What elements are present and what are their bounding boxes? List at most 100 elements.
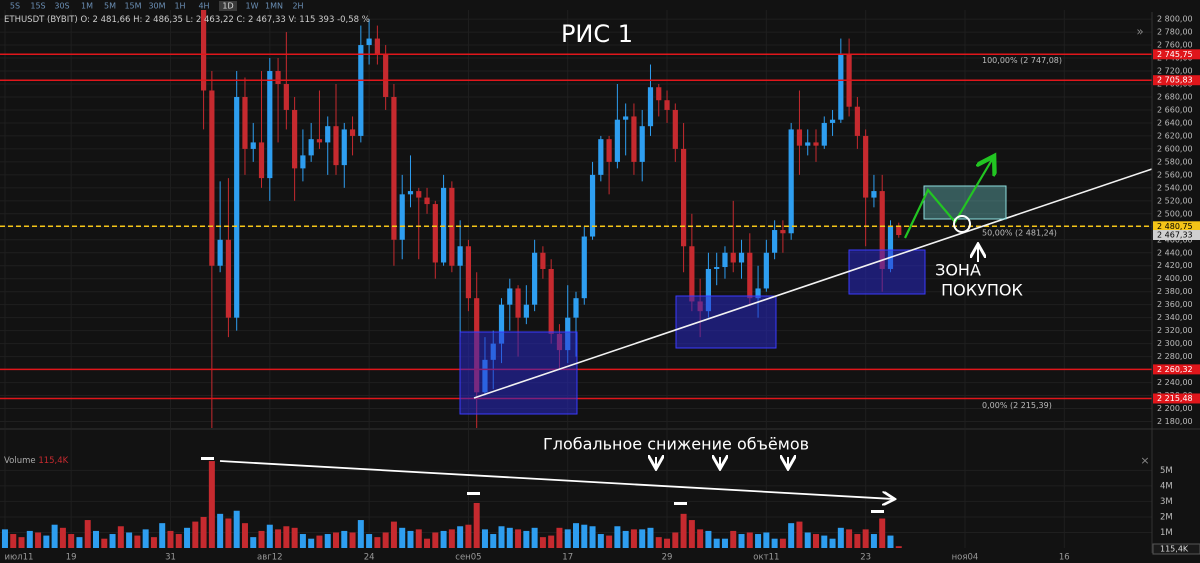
candle-body <box>755 288 761 299</box>
volume-bar <box>573 523 579 548</box>
candle-body <box>366 38 372 46</box>
volume-bar <box>870 534 877 548</box>
toolbar-item[interactable]: 5M <box>104 2 116 11</box>
y-tick-label: 2 600,00 <box>1157 144 1193 153</box>
symbol: ETHUSDT (BYBIT) <box>4 15 78 25</box>
volume-bar <box>134 535 141 548</box>
candle-body <box>730 252 736 263</box>
volume-bar <box>606 535 613 548</box>
toolbar-item[interactable]: 1D <box>222 2 233 11</box>
candle-body <box>705 268 712 312</box>
candle-body <box>772 230 778 253</box>
volume-bar <box>35 532 42 548</box>
candle-body <box>532 252 538 305</box>
candle-body <box>672 109 678 149</box>
volume-bar <box>763 532 770 548</box>
candle-body <box>821 122 827 146</box>
candle-body <box>598 139 604 175</box>
volume-bar <box>233 510 240 548</box>
volume-bar <box>208 461 215 548</box>
toolbar-item[interactable]: 1M <box>81 2 93 11</box>
y-tick-label: 2 280,00 <box>1157 352 1193 361</box>
volume-bar <box>390 521 397 548</box>
volume-bar <box>349 532 356 548</box>
volume-bar <box>150 537 157 548</box>
volume-last: 115,4K <box>38 456 68 466</box>
toolbar-item[interactable]: 2H <box>292 2 303 11</box>
x-tick-label: 16 <box>1059 553 1070 563</box>
y-tick-label: 3M <box>1160 497 1173 507</box>
y-tick-label: 2 300,00 <box>1157 339 1193 348</box>
chart-title: РИС 1 <box>561 20 633 48</box>
candle-body <box>896 225 902 236</box>
x-tick-label: 29 <box>662 553 673 563</box>
candle-body <box>283 83 289 110</box>
drawings: » × <box>0 12 1200 553</box>
candle-body <box>333 126 339 166</box>
candle-body <box>606 139 612 162</box>
candle-body <box>738 252 745 263</box>
volume-bar <box>175 534 182 548</box>
toolbar-item[interactable]: 30S <box>54 2 69 11</box>
toolbar-item[interactable]: 1H <box>174 2 185 11</box>
expand-icon[interactable]: » <box>1136 25 1143 39</box>
candle-body <box>548 268 554 334</box>
volume-bar <box>655 537 662 548</box>
level-label: 2 260,32 <box>1157 365 1193 374</box>
toolbar-item[interactable]: 1MN <box>265 2 283 11</box>
close-icon[interactable]: × <box>1140 454 1149 467</box>
candle-body <box>573 298 579 318</box>
y-tick-label: 2 660,00 <box>1157 105 1193 114</box>
y-tick-label: 2 520,00 <box>1157 196 1193 205</box>
volume-bar <box>266 524 273 548</box>
volume-bar <box>755 534 762 548</box>
x-tick-label: ноя04 <box>952 553 979 563</box>
zone-label: ПОКУПОК <box>941 281 1023 300</box>
volume-bar <box>779 538 786 548</box>
volume-annotation: Глобальное снижение объёмов <box>543 435 809 454</box>
volume-bar <box>813 534 819 548</box>
volume-bar <box>167 530 174 548</box>
volume-bar <box>854 534 861 548</box>
volume-bar <box>18 537 25 548</box>
toolbar-item[interactable]: 1W <box>246 2 259 11</box>
level-label: 2 480,75 <box>1157 222 1193 231</box>
volume-bar <box>771 538 778 548</box>
toolbar-item[interactable]: 15M <box>124 2 141 11</box>
zone-box <box>459 331 578 415</box>
y-tick-label: 2 800,00 <box>1157 15 1193 24</box>
volume-bar <box>159 523 166 548</box>
toolbar-item[interactable]: 5S <box>10 2 20 11</box>
volume-bar <box>829 538 836 548</box>
candle-body <box>589 174 596 237</box>
candle-body <box>581 236 587 299</box>
volume-bar <box>366 534 373 548</box>
candle-body <box>316 139 323 143</box>
volume-bar <box>473 502 480 548</box>
candle-body <box>407 191 414 195</box>
candle-body <box>465 246 472 299</box>
candle-body <box>863 135 869 198</box>
candle-body <box>234 96 240 318</box>
candle-body <box>515 288 521 318</box>
volume-trend-arrow <box>219 460 893 499</box>
zone-box <box>675 295 777 349</box>
candle-body <box>854 106 860 136</box>
level-label: 2 467,33 <box>1157 231 1193 240</box>
candle-body <box>714 267 720 269</box>
toolbar-item[interactable]: 30M <box>148 2 165 11</box>
zone-box <box>848 249 926 295</box>
volume-bar <box>515 529 522 548</box>
toolbar-item[interactable]: 15S <box>30 2 45 11</box>
volume-bar <box>142 529 149 548</box>
toolbar-item[interactable]: 4H <box>198 2 209 11</box>
candle-body <box>292 109 298 169</box>
volume-bar <box>705 530 712 548</box>
volume-bar <box>299 534 306 548</box>
volume-bar <box>10 534 17 548</box>
volume-bar <box>51 524 58 548</box>
volume-bar <box>490 534 497 548</box>
y-tick-label: 2 440,00 <box>1157 248 1193 257</box>
volume-bar <box>639 529 646 548</box>
